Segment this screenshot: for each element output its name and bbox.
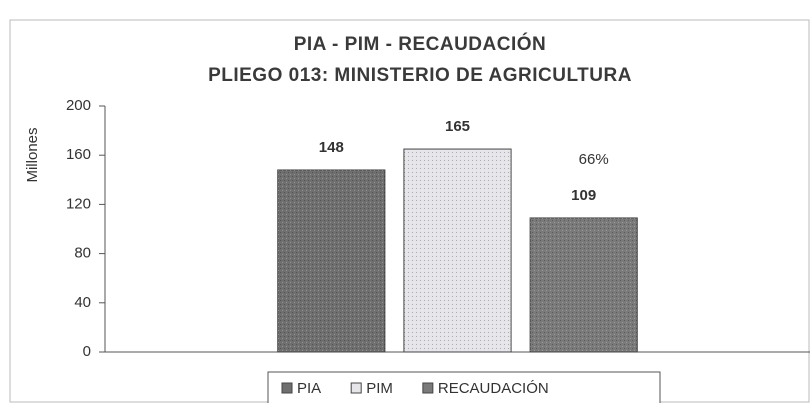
data-label: 109 [571, 187, 596, 204]
y-tick-label: 200 [66, 97, 91, 114]
y-axis-label: Millones [24, 127, 41, 182]
y-tick-label: 160 [66, 146, 91, 163]
legend-swatch [422, 382, 434, 394]
chart-subtitle: PLIEGO 013: MINISTERIO DE AGRICULTURA [208, 65, 632, 86]
bar-texture [403, 149, 512, 352]
legend-label: PIM [366, 380, 393, 397]
legend-label: RECAUDACIÓN [438, 380, 549, 397]
annotation: 66% [579, 151, 609, 168]
data-label: 165 [445, 118, 470, 135]
legend-box [267, 371, 661, 403]
y-tick-label: 80 [74, 245, 91, 262]
bar-texture [277, 169, 385, 352]
y-tick-label: 120 [66, 195, 91, 212]
y-tick-label: 40 [74, 294, 91, 311]
chart-title: PIA - PIM - RECAUDACIÓN [294, 33, 547, 55]
legend-label: PIA [297, 380, 321, 397]
legend-swatch [350, 382, 362, 394]
data-label: 148 [319, 139, 344, 156]
y-tick-label: 0 [83, 343, 91, 360]
bar-texture [530, 217, 638, 352]
legend-swatch [281, 382, 293, 394]
